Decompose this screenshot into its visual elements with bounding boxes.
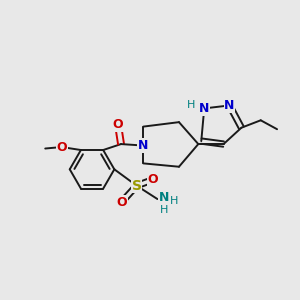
Text: N: N (138, 139, 148, 152)
Text: H: H (187, 100, 195, 110)
Text: N: N (159, 191, 169, 204)
Text: O: O (113, 118, 123, 131)
Text: H: H (169, 196, 178, 206)
Text: N: N (224, 99, 235, 112)
Text: O: O (148, 173, 158, 186)
Text: O: O (116, 196, 127, 208)
Text: N: N (199, 102, 209, 115)
Text: H: H (160, 205, 168, 215)
Text: S: S (132, 179, 142, 193)
Text: O: O (56, 140, 67, 154)
